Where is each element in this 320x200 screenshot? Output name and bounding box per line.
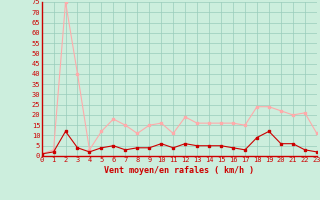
X-axis label: Vent moyen/en rafales ( km/h ): Vent moyen/en rafales ( km/h ) xyxy=(104,166,254,175)
